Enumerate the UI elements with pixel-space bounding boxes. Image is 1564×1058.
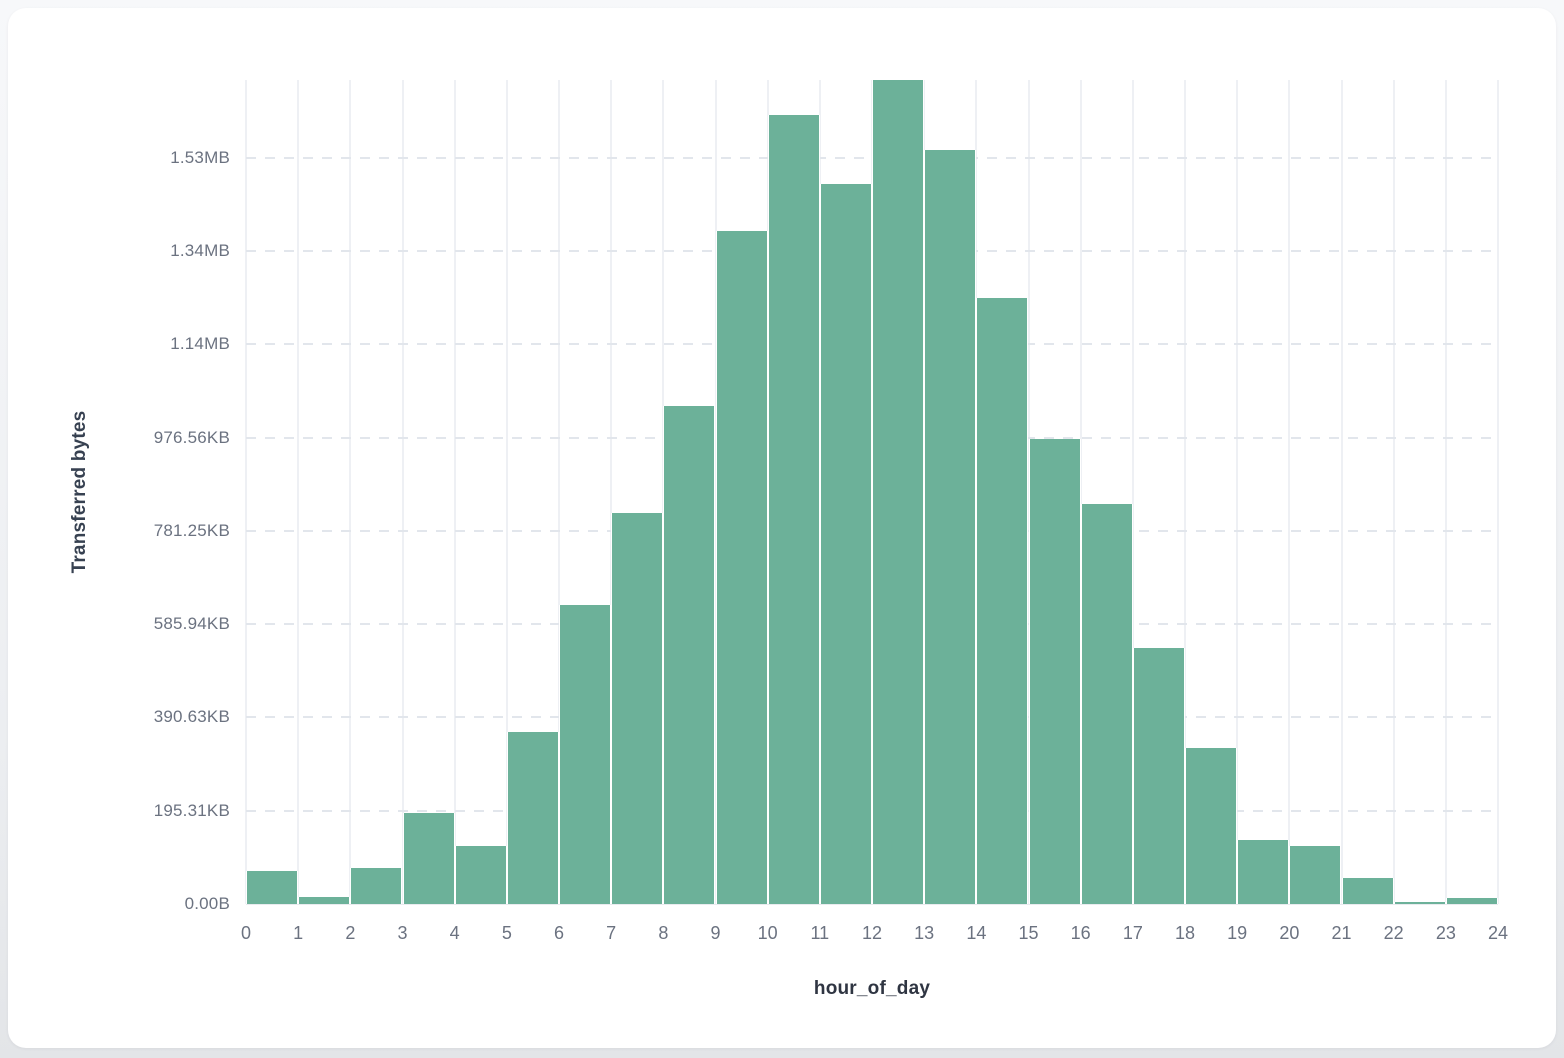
x-tick-label: 22 [1383,923,1404,943]
histogram-bar-hour-0[interactable] [246,870,299,904]
histogram-bar-hour-1[interactable] [298,897,351,904]
y-tick-label: 1.53MB [170,147,230,167]
x-axis-tick-labels: 0 1 2 3 4 5 6 7 8 9 10 11 12 13 14 15 16 17 18 19 20 21 22 23 24 [241,920,1508,946]
x-tick-label: 1 [293,923,304,943]
histogram-bar-hour-22[interactable] [1393,901,1446,904]
vertical-gridline [453,80,456,904]
vertical-gridline [1340,80,1343,904]
vertical-gridline [1079,80,1082,904]
histogram-bar-hour-12[interactable] [872,80,925,904]
x-tick-label: 21 [1331,923,1352,943]
histogram-bar-hour-20[interactable] [1289,845,1342,904]
vertical-gridline [610,80,613,904]
x-tick-label: 3 [397,923,408,943]
y-tick-label: 976.56KB [153,427,230,447]
histogram-bar-hour-13[interactable] [924,150,977,904]
chart-card: Transferred bytes hour_of_day 0.00B 195.3… [8,8,1556,1048]
vertical-gridline [245,80,247,904]
x-tick-label: 15 [1018,923,1039,943]
histogram-bar-hour-14[interactable] [976,298,1029,904]
histogram-bar-hour-8[interactable] [663,405,716,904]
x-tick-label: 2 [345,923,356,943]
x-tick-label: 12 [861,923,883,943]
vertical-gridline [558,80,560,904]
histogram-bar-hour-3[interactable] [402,812,455,904]
x-tick-label: 24 [1487,923,1509,943]
vertical-gridline [1288,80,1291,904]
x-axis-baseline [246,903,1498,905]
histogram-bar-hour-6[interactable] [559,604,612,904]
x-axis-title: hour_of_day [813,978,931,999]
histogram-bar-hour-15[interactable] [1028,438,1081,904]
x-tick-label: 10 [757,923,778,943]
y-tick-label: 390.63KB [153,707,230,727]
x-tick-label: 5 [501,923,512,943]
histogram-bar-hour-19[interactable] [1237,840,1290,904]
x-tick-label: 4 [449,923,460,943]
y-tick-label: 585.94KB [153,614,230,634]
vertical-gridline [1444,80,1447,904]
histogram-bar-hour-7[interactable] [611,512,664,904]
y-tick-label: 1.34MB [170,241,230,261]
x-tick-label: 6 [553,923,564,943]
vertical-gridline [1497,80,1499,904]
vertical-gridline [1131,80,1134,904]
histogram-bar-hour-4[interactable] [454,845,507,904]
y-tick-label: 781.25KB [153,520,230,540]
x-tick-label: 18 [1174,923,1196,943]
x-tick-label: 17 [1122,923,1143,943]
histogram-bar-hour-9[interactable] [715,230,768,904]
y-tick-label: 1.14MB [170,334,230,354]
vertical-gridline [1392,80,1395,904]
x-tick-label: 20 [1279,923,1300,943]
vertical-gridline [297,80,300,904]
vertical-gridline [401,80,404,904]
y-tick-label: 195.31KB [153,800,230,820]
histogram-bar-hour-23[interactable] [1445,898,1498,904]
histogram-bar-hour-10[interactable] [767,115,820,904]
histogram-bar-hour-11[interactable] [819,183,872,904]
x-tick-label: 23 [1435,923,1456,943]
x-tick-label: 7 [606,923,617,943]
x-tick-label: 0 [240,923,251,943]
histogram-bar-hour-18[interactable] [1185,748,1238,904]
vertical-gridline [505,80,508,904]
x-tick-label: 14 [966,923,987,943]
x-tick-label: 16 [1070,923,1091,943]
vertical-gridline [1236,80,1239,904]
y-axis-tick-labels: 0.00B 195.31KB 390.63KB 585.94KB 781.25KB 976… [8,80,230,913]
x-tick-label: 13 [914,923,935,943]
x-tick-label: 11 [810,923,830,943]
histogram-bar-hour-21[interactable] [1341,877,1394,904]
vertical-gridline [1184,80,1186,904]
vertical-gridline [349,80,352,904]
histogram-bar-hour-2[interactable] [350,868,403,904]
x-tick-label: 19 [1227,923,1248,943]
histogram-bar-hour-17[interactable] [1132,648,1185,904]
histogram-bar-hour-16[interactable] [1080,503,1133,904]
x-tick-label: 9 [710,923,721,943]
histogram-bar-hour-5[interactable] [506,731,559,904]
plot-area [245,80,1499,905]
y-tick-label: 0.00B [184,894,230,913]
x-tick-label: 8 [658,923,669,943]
